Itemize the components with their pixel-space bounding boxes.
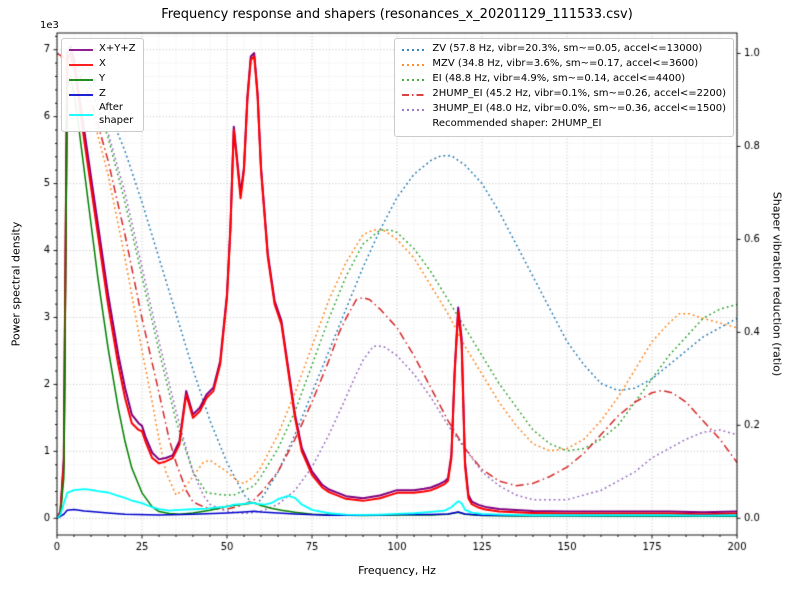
legend-item-after: After shaper [68,102,136,127]
axis-multiplier-label: 1e3 [40,20,59,31]
legend-line-sample [401,105,427,115]
legend-item-2hump_ei: 2HUMP_EI (45.2 Hz, vibr=0.1%, sm~=0.26, … [401,87,726,102]
recommended-shaper-text: Recommended shaper: 2HUMP_EI [432,118,602,130]
legend-line-sample [68,60,94,70]
legend-item-z: Z [68,87,136,102]
legend-item-3hump_ei: 3HUMP_EI (48.0 Hz, vibr=0.0%, sm~=0.36, … [401,102,726,117]
y-axis-label-left: Power spectral density [9,221,23,347]
recommended-shaper-row: Recommended shaper: 2HUMP_EI [401,117,726,132]
legend-item-xyz-label: X+Y+Z [99,43,136,55]
legend-line-sample [68,75,94,85]
legend-item-zv-label: ZV (57.8 Hz, vibr=20.3%, sm~=0.05, accel… [432,43,703,55]
legend-item-xyz: X+Y+Z [68,42,136,57]
legend-line-sample [68,45,94,55]
legend-item-2hump_ei-label: 2HUMP_EI (45.2 Hz, vibr=0.1%, sm~=0.26, … [432,88,726,100]
legend-line-sample [401,45,427,55]
legend-item-ei: EI (48.8 Hz, vibr=4.9%, sm~=0.14, accel<… [401,72,726,87]
legend-line-sample [401,90,427,100]
legend-item-x-label: X [99,58,106,70]
legend-item-x: X [68,57,136,72]
legend-item-after-label: After shaper [99,102,134,126]
legend-item-y-label: Y [99,73,106,85]
shaper-legend: ZV (57.8 Hz, vibr=20.3%, sm~=0.05, accel… [394,38,734,137]
legend-item-mzv: MZV (34.8 Hz, vibr=3.6%, sm~=0.17, accel… [401,57,726,72]
legend-item-y: Y [68,72,136,87]
psd-legend: X+Y+Z X Y Z After shaper [61,38,144,132]
y-axis-label-right: Shaper vibration reduction (ratio) [770,191,784,377]
legend-line-sample [68,110,94,120]
legend-item-ei-label: EI (48.8 Hz, vibr=4.9%, sm~=0.14, accel<… [432,73,686,85]
chart-title: Frequency response and shapers (resonanc… [161,7,633,22]
x-axis-label: Frequency, Hz [358,564,436,577]
legend-item-mzv-label: MZV (34.8 Hz, vibr=3.6%, sm~=0.17, accel… [432,58,699,70]
legend-item-zv: ZV (57.8 Hz, vibr=20.3%, sm~=0.05, accel… [401,42,726,57]
legend-item-z-label: Z [99,88,106,100]
legend-line-sample [68,90,94,100]
legend-line-sample [401,60,427,70]
legend-item-3hump_ei-label: 3HUMP_EI (48.0 Hz, vibr=0.0%, sm~=0.36, … [432,103,726,115]
legend-line-sample [401,75,427,85]
